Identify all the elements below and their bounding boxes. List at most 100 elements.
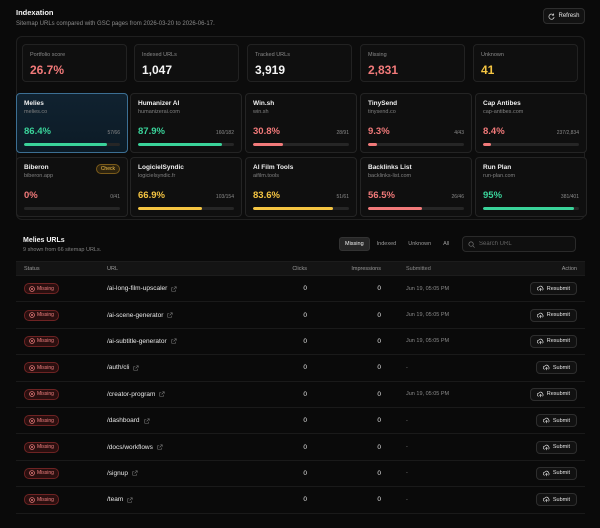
site-name: LogicielSyndic — [138, 164, 184, 171]
status-badge: Missing — [24, 309, 59, 321]
external-link-icon[interactable] — [157, 444, 163, 450]
external-link-icon[interactable] — [133, 365, 139, 371]
submitted-cell: Jun 19, 05:05 PM — [406, 391, 450, 398]
url-text: /dashboard — [107, 417, 140, 425]
refresh-button[interactable]: Refresh — [543, 8, 585, 24]
progress-fill — [368, 143, 377, 146]
stat-card: Indexed URLs 1,047 — [134, 44, 239, 82]
url-cell: /creator-program — [107, 391, 263, 398]
url-cell: /signup — [107, 470, 263, 477]
filter-missing[interactable]: Missing — [339, 237, 370, 251]
impressions-cell: 0 — [377, 417, 381, 425]
progress-bar — [253, 143, 349, 146]
site-card[interactable]: Cap Antibes cap-antibes.com 8.4% 237/2,834 — [475, 93, 587, 153]
status-badge: Missing — [24, 283, 59, 295]
status-cell: Missing — [16, 494, 107, 506]
filter-indexed[interactable]: Indexed — [376, 241, 397, 247]
site-card[interactable]: Backlinks List backlinks-list.com 56.5% 26/… — [360, 157, 472, 217]
table-row: Missing/ai-scene-generator 0 0 Jun 19, 05:0… — [16, 302, 585, 329]
url-cell: /docs/workflows — [107, 444, 263, 451]
filter-unknown[interactable]: Unknown — [408, 241, 432, 247]
external-link-icon[interactable] — [132, 470, 138, 476]
site-card[interactable]: AI Film Tools aifilm.tools 83.6% 51/61 — [245, 157, 357, 217]
cloud-upload-icon — [542, 496, 550, 503]
resubmit-button[interactable]: Resubmit — [529, 282, 577, 296]
status-badge: Missing — [24, 415, 59, 427]
table-row: Missing/signup 0 0 - Submit — [16, 461, 585, 488]
action-label: Submit — [552, 444, 570, 451]
stat-label: Indexed URLs — [142, 52, 177, 58]
header-submitted: Submitted — [406, 265, 431, 272]
resubmit-button[interactable]: Resubmit — [529, 334, 577, 348]
search-input[interactable] — [479, 241, 569, 247]
site-index-rate: 9.3% — [368, 126, 390, 137]
action-label: Submit — [552, 470, 570, 477]
progress-fill — [24, 143, 107, 146]
site-index-rate: 95% — [483, 190, 503, 201]
action-cell: Resubmit — [481, 387, 585, 401]
filter-all[interactable]: All — [443, 241, 450, 247]
url-cell: /dashboard — [107, 417, 263, 424]
action-label: Resubmit — [546, 285, 570, 292]
external-link-icon[interactable] — [167, 312, 173, 318]
stat-value: 1,047 — [142, 63, 173, 77]
resubmit-button[interactable]: Resubmit — [529, 308, 577, 322]
site-index-ratio: 237/2,834 — [556, 130, 579, 136]
external-link-icon[interactable] — [159, 391, 165, 397]
progress-fill — [368, 207, 423, 210]
status-label: Missing — [37, 285, 54, 292]
stat-value: 2,831 — [368, 63, 399, 77]
resubmit-button[interactable]: Resubmit — [529, 387, 577, 401]
status-cell: Missing — [16, 362, 107, 374]
status-badge: Missing — [24, 467, 59, 479]
action-cell: Resubmit — [481, 334, 585, 348]
status-cell: Missing — [16, 309, 107, 321]
site-name: Run Plan — [483, 164, 512, 171]
site-domain: cap-antibes.com — [483, 109, 524, 115]
search-box — [462, 236, 576, 252]
site-card[interactable]: Run Plan run-plan.com 95% 381/401 — [475, 157, 587, 217]
status-cell: Missing — [16, 388, 107, 400]
site-card[interactable]: Win.sh win.sh 30.8% 28/91 — [245, 93, 357, 153]
progress-fill — [253, 143, 283, 146]
impressions-cell: 0 — [377, 469, 381, 477]
stat-card: Tracked URLs 3,919 — [247, 44, 352, 82]
site-card[interactable]: TinySend tinysend.co 9.3% 4/43 — [360, 93, 472, 153]
search-icon — [468, 241, 475, 248]
external-link-icon[interactable] — [171, 338, 177, 345]
action-cell: Submit — [481, 414, 585, 428]
site-card[interactable]: Humanizer AI humanizerai.com 87.9% 160/182 — [130, 93, 242, 153]
header-clicks: Clicks — [292, 265, 307, 272]
url-text: /team — [107, 496, 124, 504]
stat-card: Portfolio score 26.7% — [22, 44, 127, 82]
submit-button[interactable]: Submit — [535, 414, 577, 428]
status-cell: Missing — [16, 415, 107, 427]
clicks-cell: 0 — [303, 390, 307, 398]
status-label: Missing — [37, 496, 54, 503]
stat-value: 3,919 — [255, 63, 286, 77]
check-badge[interactable]: Check — [95, 164, 120, 174]
external-link-icon[interactable] — [171, 286, 177, 292]
site-card[interactable]: LogicielSyndic logicielsyndic.fr 66.9% 103/… — [130, 157, 242, 217]
action-cell: Submit — [481, 466, 585, 480]
cloud-upload-icon — [536, 338, 544, 345]
external-link-icon[interactable] — [143, 418, 150, 424]
site-domain: humanizerai.com — [138, 109, 180, 115]
site-index-ratio: 51/61 — [336, 194, 349, 200]
site-card[interactable]: Melies melies.co 86.4% 57/66 — [16, 93, 128, 153]
submit-button[interactable]: Submit — [535, 466, 577, 480]
status-badge: Missing — [24, 441, 59, 453]
external-link-icon[interactable] — [127, 497, 133, 503]
url-text: /docs/workflows — [107, 443, 153, 451]
submit-button[interactable]: Submit — [535, 440, 577, 454]
action-cell: Submit — [481, 493, 585, 507]
stat-label: Unknown — [481, 52, 504, 58]
url-text: /signup — [107, 469, 128, 477]
submit-button[interactable]: Submit — [535, 361, 577, 375]
submitted-cell: - — [406, 496, 408, 503]
status-badge: Missing — [24, 494, 59, 506]
submit-button[interactable]: Submit — [535, 493, 577, 507]
clicks-cell: 0 — [303, 285, 307, 293]
status-cell: Missing — [16, 335, 107, 347]
site-card[interactable]: Biberon biberon.app 0% 0/41 Check — [16, 157, 128, 217]
